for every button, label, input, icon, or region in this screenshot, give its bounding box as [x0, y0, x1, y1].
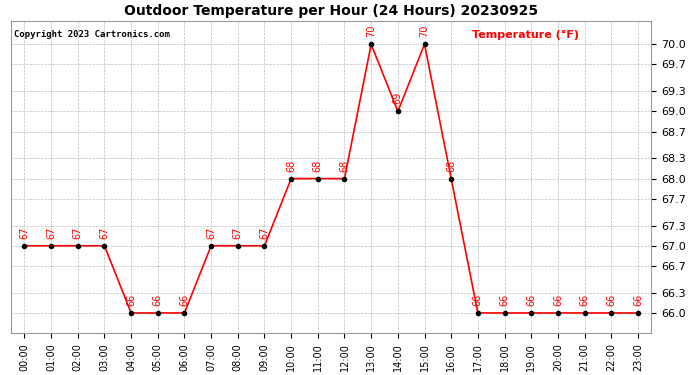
Text: 67: 67 [259, 226, 270, 239]
Text: 67: 67 [206, 226, 216, 239]
Text: Temperature (°F): Temperature (°F) [472, 30, 579, 40]
Text: 66: 66 [633, 294, 643, 306]
Text: 67: 67 [72, 226, 83, 239]
Text: 68: 68 [446, 159, 456, 172]
Text: 67: 67 [46, 226, 56, 239]
Text: 69: 69 [393, 92, 403, 105]
Text: 66: 66 [500, 294, 509, 306]
Text: 66: 66 [473, 294, 483, 306]
Text: 68: 68 [313, 159, 323, 172]
Text: 70: 70 [366, 25, 376, 37]
Text: 68: 68 [286, 159, 296, 172]
Text: 66: 66 [126, 294, 136, 306]
Text: 67: 67 [233, 226, 243, 239]
Title: Outdoor Temperature per Hour (24 Hours) 20230925: Outdoor Temperature per Hour (24 Hours) … [124, 4, 538, 18]
Text: Copyright 2023 Cartronics.com: Copyright 2023 Cartronics.com [14, 30, 170, 39]
Text: 66: 66 [607, 294, 616, 306]
Text: 67: 67 [19, 226, 30, 239]
Text: 70: 70 [420, 25, 429, 37]
Text: 66: 66 [526, 294, 536, 306]
Text: 66: 66 [179, 294, 190, 306]
Text: 66: 66 [553, 294, 563, 306]
Text: 66: 66 [580, 294, 589, 306]
Text: 66: 66 [152, 294, 163, 306]
Text: 68: 68 [339, 159, 350, 172]
Text: 67: 67 [99, 226, 110, 239]
